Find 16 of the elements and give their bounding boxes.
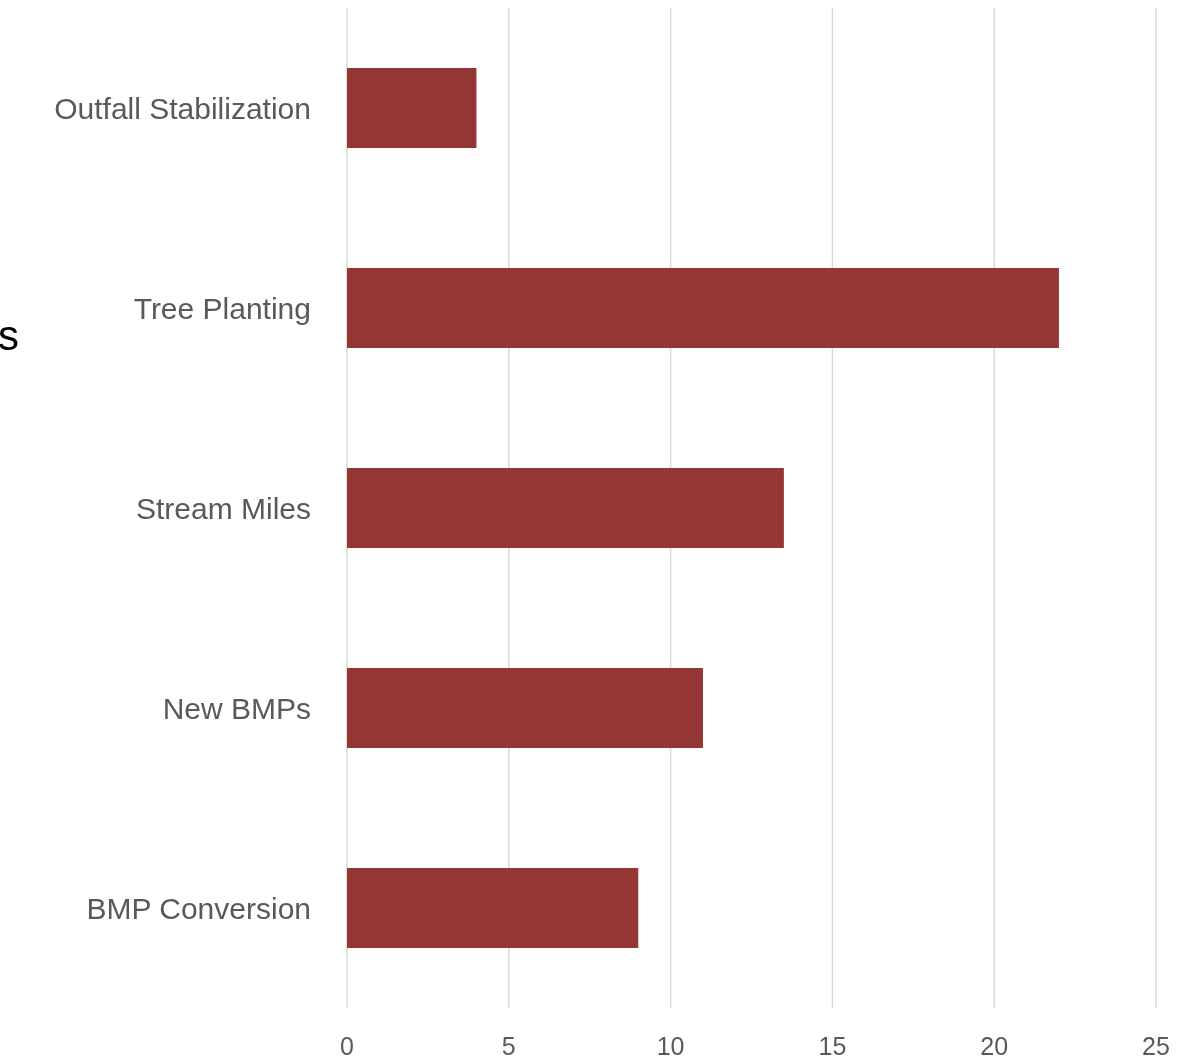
x-tick-label: 25: [1142, 1032, 1170, 1060]
y-tick-label: New BMPs: [162, 691, 311, 725]
bar: [347, 68, 477, 148]
x-tick-label: 10: [656, 1032, 685, 1060]
y-tick-label: Tree Planting: [133, 291, 311, 325]
x-tick-label: 5: [501, 1032, 516, 1060]
bar: [347, 468, 784, 548]
y-tick-label: BMP Conversion: [86, 891, 311, 925]
y-tick-label: Outfall Stabilization: [54, 91, 311, 125]
bar: [347, 268, 1059, 348]
x-tick-label: 15: [818, 1032, 847, 1060]
x-tick-label: 0: [340, 1032, 354, 1060]
x-tick-label: 20: [980, 1032, 1009, 1060]
bar: [347, 668, 703, 748]
y-tick-label: Stream Miles: [135, 491, 311, 525]
bar: [347, 868, 639, 948]
